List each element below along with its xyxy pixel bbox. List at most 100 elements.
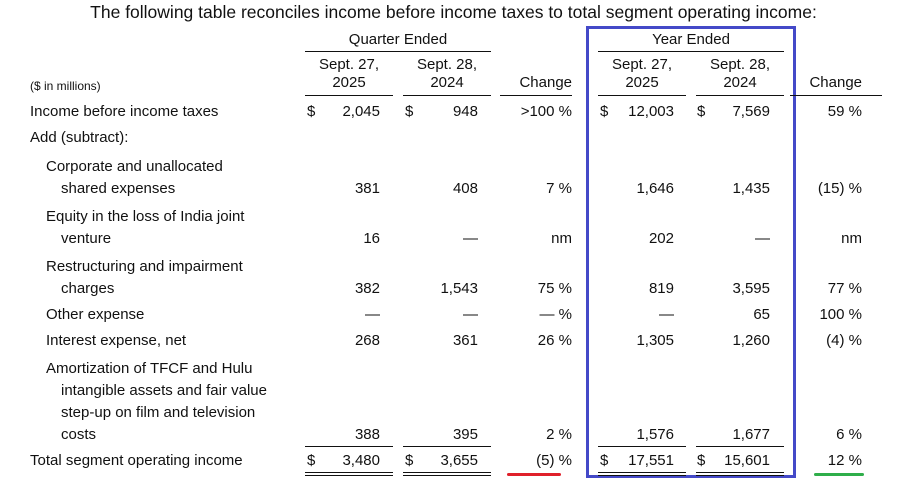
total-double-rule-y1 — [598, 475, 686, 476]
cell-q2: 361 — [452, 332, 478, 349]
cell-y2: 15,601 — [724, 452, 770, 469]
cell-q2: 395 — [452, 426, 478, 443]
cell-q1: — — [365, 306, 380, 323]
dollar-sign: $ — [405, 103, 414, 120]
cell-qchg: 2 % — [546, 426, 572, 443]
col-header-quarter-change: Change — [519, 74, 572, 91]
cell-y2: 1,435 — [732, 180, 770, 197]
header-rule-y2 — [696, 95, 784, 96]
col-header-y1: Sept. 27, 2025 — [611, 56, 673, 91]
cell-qchg: 26 % — [537, 332, 572, 349]
cell-y1: 1,576 — [636, 426, 674, 443]
cell-q2: 1,543 — [440, 280, 478, 297]
subtotal-rule-q2 — [403, 446, 491, 447]
header-rule-y1 — [598, 95, 686, 96]
table-intro-text: The following table reconciles income be… — [90, 2, 817, 22]
cell-qchg: >100 % — [520, 103, 572, 120]
subtotal-rule-y1 — [598, 446, 686, 447]
cell-q1: 381 — [354, 180, 380, 197]
header-rule-ychg — [790, 95, 882, 96]
cell-y2: 1,677 — [732, 426, 770, 443]
dollar-sign: $ — [600, 452, 609, 469]
row-label-amortization-line3: step-up on film and television — [61, 404, 256, 421]
col-header-q2: Sept. 28, 2024 — [416, 56, 478, 91]
cell-ychg: 77 % — [827, 280, 862, 297]
subtotal-rule-q1 — [305, 446, 393, 447]
cell-q1: 3,480 — [342, 452, 380, 469]
row-label-add-subtract: Add (subtract): — [30, 129, 129, 146]
cell-ychg: nm — [841, 230, 862, 247]
cell-q1: 16 — [363, 230, 380, 247]
cell-y2: 65 — [753, 306, 770, 323]
row-label-restructuring-line1: Restructuring and impairment — [46, 258, 243, 275]
cell-q2: 408 — [452, 180, 478, 197]
cell-y1: 12,003 — [628, 103, 674, 120]
year-ended-header: Year Ended — [652, 31, 730, 48]
cell-q2: — — [463, 230, 478, 247]
cell-qchg: — % — [539, 306, 572, 323]
cell-q2: — — [463, 306, 478, 323]
cell-y1: — — [659, 306, 674, 323]
row-label-other-expense: Other expense — [46, 306, 145, 323]
cell-ychg: 59 % — [827, 103, 862, 120]
cell-y2: 1,260 — [732, 332, 770, 349]
row-label-restructuring-line2: charges — [61, 280, 115, 297]
row-label-amortization-line1: Amortization of TFCF and Hulu — [46, 360, 253, 377]
row-label-corporate-line1: Corporate and unallocated — [46, 158, 223, 175]
cell-ychg: 12 % — [827, 452, 862, 469]
total-double-rule-q1 — [305, 472, 393, 473]
dollar-sign: $ — [307, 452, 316, 469]
year-ended-highlight-box — [586, 26, 796, 478]
cell-q1: 388 — [354, 426, 380, 443]
cell-ychg: 100 % — [819, 306, 862, 323]
cell-y1: 17,551 — [628, 452, 674, 469]
total-double-rule-y1 — [598, 472, 686, 473]
row-label-amortization-line2: intangible assets and fair value — [61, 382, 267, 399]
cell-ychg: (15) % — [817, 180, 862, 197]
col-header-year-change: Change — [809, 74, 862, 91]
row-label-corporate-line2: shared expenses — [61, 180, 176, 197]
header-rule-q2 — [403, 95, 491, 96]
total-double-rule-q1 — [305, 475, 393, 476]
row-label-amortization-line4: costs — [61, 426, 97, 443]
row-label-total-segment-operating-income: Total segment operating income — [30, 452, 243, 469]
year-header-rule — [598, 51, 784, 52]
subtotal-rule-y2 — [696, 446, 784, 447]
cell-q1: 382 — [354, 280, 380, 297]
cell-y2: 3,595 — [732, 280, 770, 297]
cell-q1: 2,045 — [342, 103, 380, 120]
cell-qchg: 75 % — [537, 280, 572, 297]
cell-qchg: (5) % — [536, 452, 572, 469]
total-double-rule-y2 — [696, 475, 784, 476]
dollar-sign: $ — [697, 103, 706, 120]
col-header-q1: Sept. 27, 2025 — [318, 56, 380, 91]
cell-q2: 3,655 — [440, 452, 478, 469]
quarter-ended-header: Quarter Ended — [348, 31, 448, 48]
cell-y1: 1,646 — [636, 180, 674, 197]
dollar-sign: $ — [697, 452, 706, 469]
units-label: ($ in millions) — [30, 79, 101, 93]
negative-change-underline — [507, 473, 561, 476]
cell-y1: 1,305 — [636, 332, 674, 349]
dollar-sign: $ — [600, 103, 609, 120]
cell-qchg: 7 % — [546, 180, 572, 197]
header-rule-qchg — [500, 95, 572, 96]
cell-y1: 202 — [648, 230, 674, 247]
row-label-interest-expense: Interest expense, net — [46, 332, 187, 349]
row-label-equity-line1: Equity in the loss of India joint — [46, 208, 245, 225]
cell-q2: 948 — [452, 103, 478, 120]
header-rule-q1 — [305, 95, 393, 96]
cell-qchg: nm — [551, 230, 572, 247]
positive-change-underline — [814, 473, 864, 476]
cell-y2: 7,569 — [732, 103, 770, 120]
quarter-header-rule — [305, 51, 491, 52]
cell-y2: — — [755, 230, 770, 247]
total-double-rule-q2 — [403, 475, 491, 476]
row-label-income-before-taxes: Income before income taxes — [30, 103, 219, 120]
cell-ychg: (4) % — [826, 332, 862, 349]
cell-ychg: 6 % — [836, 426, 862, 443]
total-double-rule-y2 — [696, 472, 784, 473]
total-double-rule-q2 — [403, 472, 491, 473]
dollar-sign: $ — [405, 452, 414, 469]
cell-y1: 819 — [648, 280, 674, 297]
